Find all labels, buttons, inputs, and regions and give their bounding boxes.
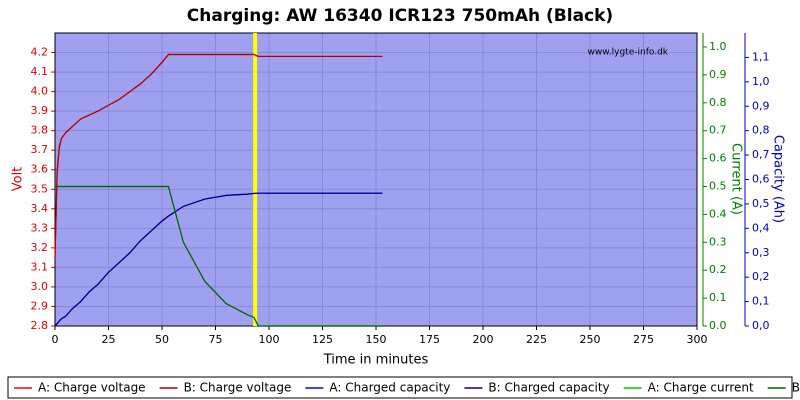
y2-axis-title: Current (A) (729, 143, 744, 215)
y3-tick-label: 0,2 (752, 270, 770, 283)
legend-label: B: Charged capacity (488, 381, 609, 395)
legend-label: A: Charged capacity (329, 381, 450, 395)
x-tick-label: 250 (580, 333, 601, 346)
x-axis-title: Time in minutes (323, 353, 429, 368)
y2-tick-label: 0.6 (709, 152, 727, 165)
y-tick-label: 3.5 (31, 182, 49, 195)
x-tick-label: 275 (633, 333, 654, 346)
y2-tick-label: 0.4 (709, 207, 727, 220)
y3-tick-label: 0,1 (752, 295, 770, 308)
series-line (54, 192, 383, 327)
y-tick-label: 2.8 (31, 319, 49, 332)
y3-tick-label: 0,3 (752, 246, 770, 259)
x-tick-label: 0 (52, 333, 59, 346)
y2-tick-label: 0.5 (709, 179, 727, 192)
y3-tick-label: 0,0 (752, 319, 770, 332)
y3-tick-label: 0,4 (752, 221, 770, 234)
y3-tick-label: 1,1 (752, 50, 770, 63)
legend-label: A: Charge current (648, 381, 754, 395)
y3-tick-label: 0,9 (752, 99, 770, 112)
y2-tick-label: 0.8 (709, 96, 727, 109)
y2-tick-label: 0.1 (709, 291, 727, 304)
y-tick-label: 2.9 (31, 299, 49, 312)
y-tick-label: 3.9 (31, 104, 49, 117)
legend-box (7, 376, 793, 399)
y2-tick-label: 1.0 (709, 40, 727, 53)
y-tick-label: 3.0 (31, 280, 49, 293)
x-tick-label: 150 (366, 333, 387, 346)
chart-title: Charging: AW 16340 ICR123 750mAh (Black) (187, 6, 613, 26)
y3-tick-label: 0,8 (752, 124, 770, 137)
x-tick-label: 200 (473, 333, 494, 346)
y-tick-label: 3.6 (31, 163, 49, 176)
y2-tick-label: 0.7 (709, 124, 727, 137)
y2-tick-label: 0.0 (709, 319, 727, 332)
x-tick-label: 50 (155, 333, 169, 346)
x-tick-label: 225 (526, 333, 547, 346)
y-tick-label: 3.8 (31, 124, 49, 137)
y-tick-label: 3.3 (31, 221, 49, 234)
y3-tick-label: 0,7 (752, 148, 770, 161)
y2-tick-label: 0.9 (709, 68, 727, 81)
y3-tick-label: 0,5 (752, 197, 770, 210)
y-tick-label: 4.0 (31, 85, 49, 98)
y-tick-label: 4.2 (31, 46, 49, 59)
y-tick-label: 3.7 (31, 143, 49, 156)
y-tick-label: 3.2 (31, 241, 49, 254)
legend-label: A: Charge voltage (38, 381, 146, 395)
x-tick-label: 100 (259, 333, 280, 346)
y-tick-label: 4.1 (31, 65, 49, 78)
y3-tick-label: 0,6 (752, 173, 770, 186)
series-line (54, 53, 383, 260)
watermark: www.lygte-info.dk (588, 48, 669, 58)
legend-label: B: Charge voltage (184, 381, 292, 395)
x-tick-label: 25 (102, 333, 116, 346)
x-tick-label: 175 (419, 333, 440, 346)
y3-axis-title: Capacity (Ah) (771, 135, 786, 223)
x-tick-label: 300 (687, 333, 708, 346)
x-tick-label: 125 (312, 333, 333, 346)
y-tick-label: 3.1 (31, 260, 49, 273)
x-tick-label: 75 (209, 333, 223, 346)
y3-tick-label: 1,0 (752, 75, 770, 88)
y2-tick-label: 0.2 (709, 263, 727, 276)
y-tick-label: 3.4 (31, 202, 49, 215)
y-axis-title: Volt (11, 167, 26, 192)
series-line (55, 185, 383, 327)
legend-label: B: Charge current (792, 381, 800, 395)
y2-tick-label: 0.3 (709, 235, 727, 248)
